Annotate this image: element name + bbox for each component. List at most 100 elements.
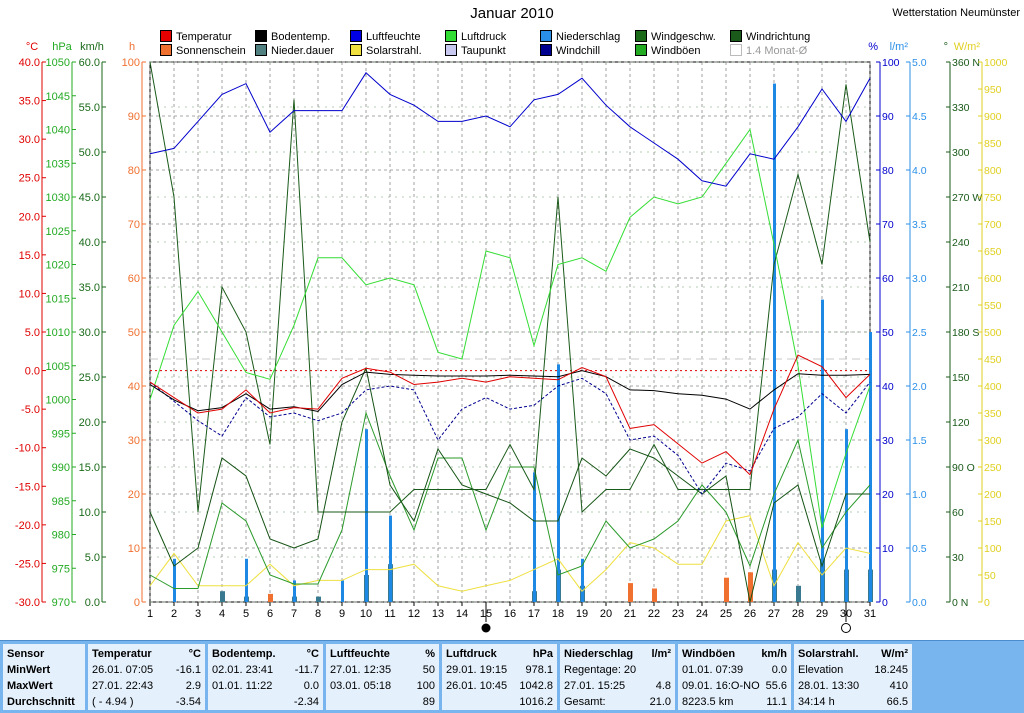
- stats-cell-label: 09.01. 16:O-NO: [682, 680, 760, 692]
- stats-cell-label: 8223.5 km: [682, 696, 734, 708]
- left-axis-tick-label: 970: [52, 597, 70, 609]
- left-axis-tick-label: 25.0: [19, 173, 40, 185]
- legend-swatch: [255, 44, 267, 56]
- statistics-panel: Sensor MinWert MaxWert Durchschnitt Temp…: [0, 640, 1024, 713]
- right-axis-tick-label: 600: [984, 273, 1002, 285]
- right-axis-tick-label: 0.5: [912, 543, 927, 555]
- left-axis-tick-label: 60.0: [79, 57, 100, 69]
- right-axis-tick-label: 700: [984, 219, 1002, 231]
- left-axis-tick-label: 1050: [46, 57, 70, 69]
- left-axis-tick-label: 1045: [46, 91, 70, 103]
- stats-head: Windböen: [682, 648, 736, 660]
- legend-item: 1.4 Monat-Ø: [730, 44, 807, 58]
- precip-bar: [389, 515, 392, 602]
- right-axis-tick-label: 30: [882, 435, 894, 447]
- left-axis-tick-label: 1020: [46, 260, 70, 272]
- x-tick-label: 14: [456, 608, 468, 620]
- new-moon-icon: [481, 623, 491, 633]
- right-axis-tick-label: 300: [952, 147, 970, 159]
- x-tick-label: 9: [339, 608, 345, 620]
- x-tick-label: 5: [243, 608, 249, 620]
- left-axis-tick-label: 10: [128, 543, 140, 555]
- right-axis-tick-label: 90: [882, 111, 894, 123]
- windchill-series: [149, 377, 871, 495]
- stats-cell-label: 26.01. 07:05: [92, 664, 154, 676]
- stats-cell-value: 2.9: [185, 680, 201, 692]
- left-axis-tick-label: 20.0: [19, 211, 40, 223]
- right-axis-tick-label: 50: [882, 327, 894, 339]
- right-axis-tick-label: 950: [984, 84, 1002, 96]
- stats-sensor-head: Sensor: [7, 648, 45, 660]
- stats-cell-label: Gesamt:: [564, 696, 606, 708]
- stats-cell-value: 1016.2: [519, 696, 553, 708]
- stats-unit: l/m²: [651, 648, 671, 660]
- right-axis-tick-label: 270 W: [952, 192, 982, 204]
- right-axis-tick-label: 650: [984, 246, 1002, 258]
- stats-cell-value: 66.5: [886, 696, 908, 708]
- right-axis-tick-label: 210: [952, 282, 970, 294]
- sunshine-bar: [628, 583, 633, 602]
- x-tick-label: 16: [504, 608, 516, 620]
- x-tick-label: 29: [816, 608, 828, 620]
- left-axis-unit: h: [129, 41, 135, 53]
- left-axis-tick-label: 15.0: [79, 462, 100, 474]
- x-tick-label: 22: [648, 608, 660, 620]
- left-axis-tick-label: 10.0: [79, 507, 100, 519]
- legend-swatch: [255, 30, 267, 42]
- right-axis-tick-label: 50: [984, 570, 996, 582]
- left-axis-tick-label: 40.0: [79, 237, 100, 249]
- humidity-series: [149, 72, 871, 187]
- left-axis-tick-label: 55.0: [79, 102, 100, 114]
- stats-cell-value: 50: [422, 664, 435, 676]
- stats-cell-value: 978.1: [525, 664, 553, 676]
- legend-swatch: [635, 44, 647, 56]
- left-axis-tick-label: 1015: [46, 293, 70, 305]
- left-axis-unit: hPa: [52, 41, 72, 53]
- stats-cell-value: 55.6: [765, 680, 787, 692]
- pressure-series: [149, 128, 871, 528]
- stats-druck: Luftdruck hPa 29.01. 19:15 978.1 26.01. 10:4…: [442, 644, 557, 710]
- stats-cell-value: 410: [889, 680, 908, 692]
- left-axis-tick-label: -30.0: [15, 597, 40, 609]
- right-axis-tick-label: 1.0: [912, 489, 927, 501]
- stats-feuchte: Luftfeuchte% 27.01. 12:35 50 03.01. 05:18 10…: [326, 644, 439, 710]
- legend-item: Solarstrahl.: [350, 44, 422, 58]
- legend-label: Temperatur: [176, 31, 232, 43]
- stats-cell-value: 1042.8: [519, 680, 553, 692]
- legend-swatch: [730, 30, 742, 42]
- stats-cell-value: 100: [416, 680, 435, 692]
- precip-bar: [869, 332, 872, 602]
- left-axis-tick-label: -5.0: [21, 404, 40, 416]
- stats-cell-value: 18.245: [874, 664, 908, 676]
- right-axis-tick-label: 850: [984, 138, 1002, 150]
- legend-item: Luftfeuchte: [350, 30, 420, 44]
- stats-cell-value: -3.54: [175, 696, 201, 708]
- left-axis-tick-label: 50: [128, 327, 140, 339]
- left-axis-tick-label: 20: [128, 489, 140, 501]
- stats-unit: W/m²: [881, 648, 908, 660]
- left-axis-tick-label: 5.0: [25, 327, 40, 339]
- precip-bar: [773, 83, 776, 603]
- right-axis-tick-label: 4.0: [912, 165, 927, 177]
- right-axis-tick-label: 350: [984, 408, 1002, 420]
- left-axis-tick-label: 90: [128, 111, 140, 123]
- left-axis-tick-label: 975: [52, 563, 70, 575]
- right-axis-tick-label: 1000: [984, 57, 1008, 69]
- precip-bar: [245, 558, 248, 602]
- sunshine-bar: [652, 588, 657, 602]
- precip-duration-bar: [316, 596, 321, 602]
- x-tick-label: 21: [624, 608, 636, 620]
- left-axis-tick-label: 100: [122, 57, 140, 69]
- legend-label: Solarstrahl.: [366, 45, 422, 57]
- legend-swatch: [540, 44, 552, 56]
- left-axis-tick-label: 1025: [46, 226, 70, 238]
- x-tick-label: 13: [432, 608, 444, 620]
- right-axis-tick-label: 550: [984, 300, 1002, 312]
- precip-bar: [821, 299, 824, 602]
- legend-item: Windrichtung: [730, 30, 810, 44]
- stats-boeen: Windböen km/h 01.01. 07:39 0.0 09.01. 16:O-N…: [678, 644, 791, 710]
- x-tick-label: 4: [219, 608, 225, 620]
- legend-swatch: [540, 30, 552, 42]
- legend-item: Bodentemp.: [255, 30, 330, 44]
- stats-cell-value: 11.1: [766, 696, 787, 708]
